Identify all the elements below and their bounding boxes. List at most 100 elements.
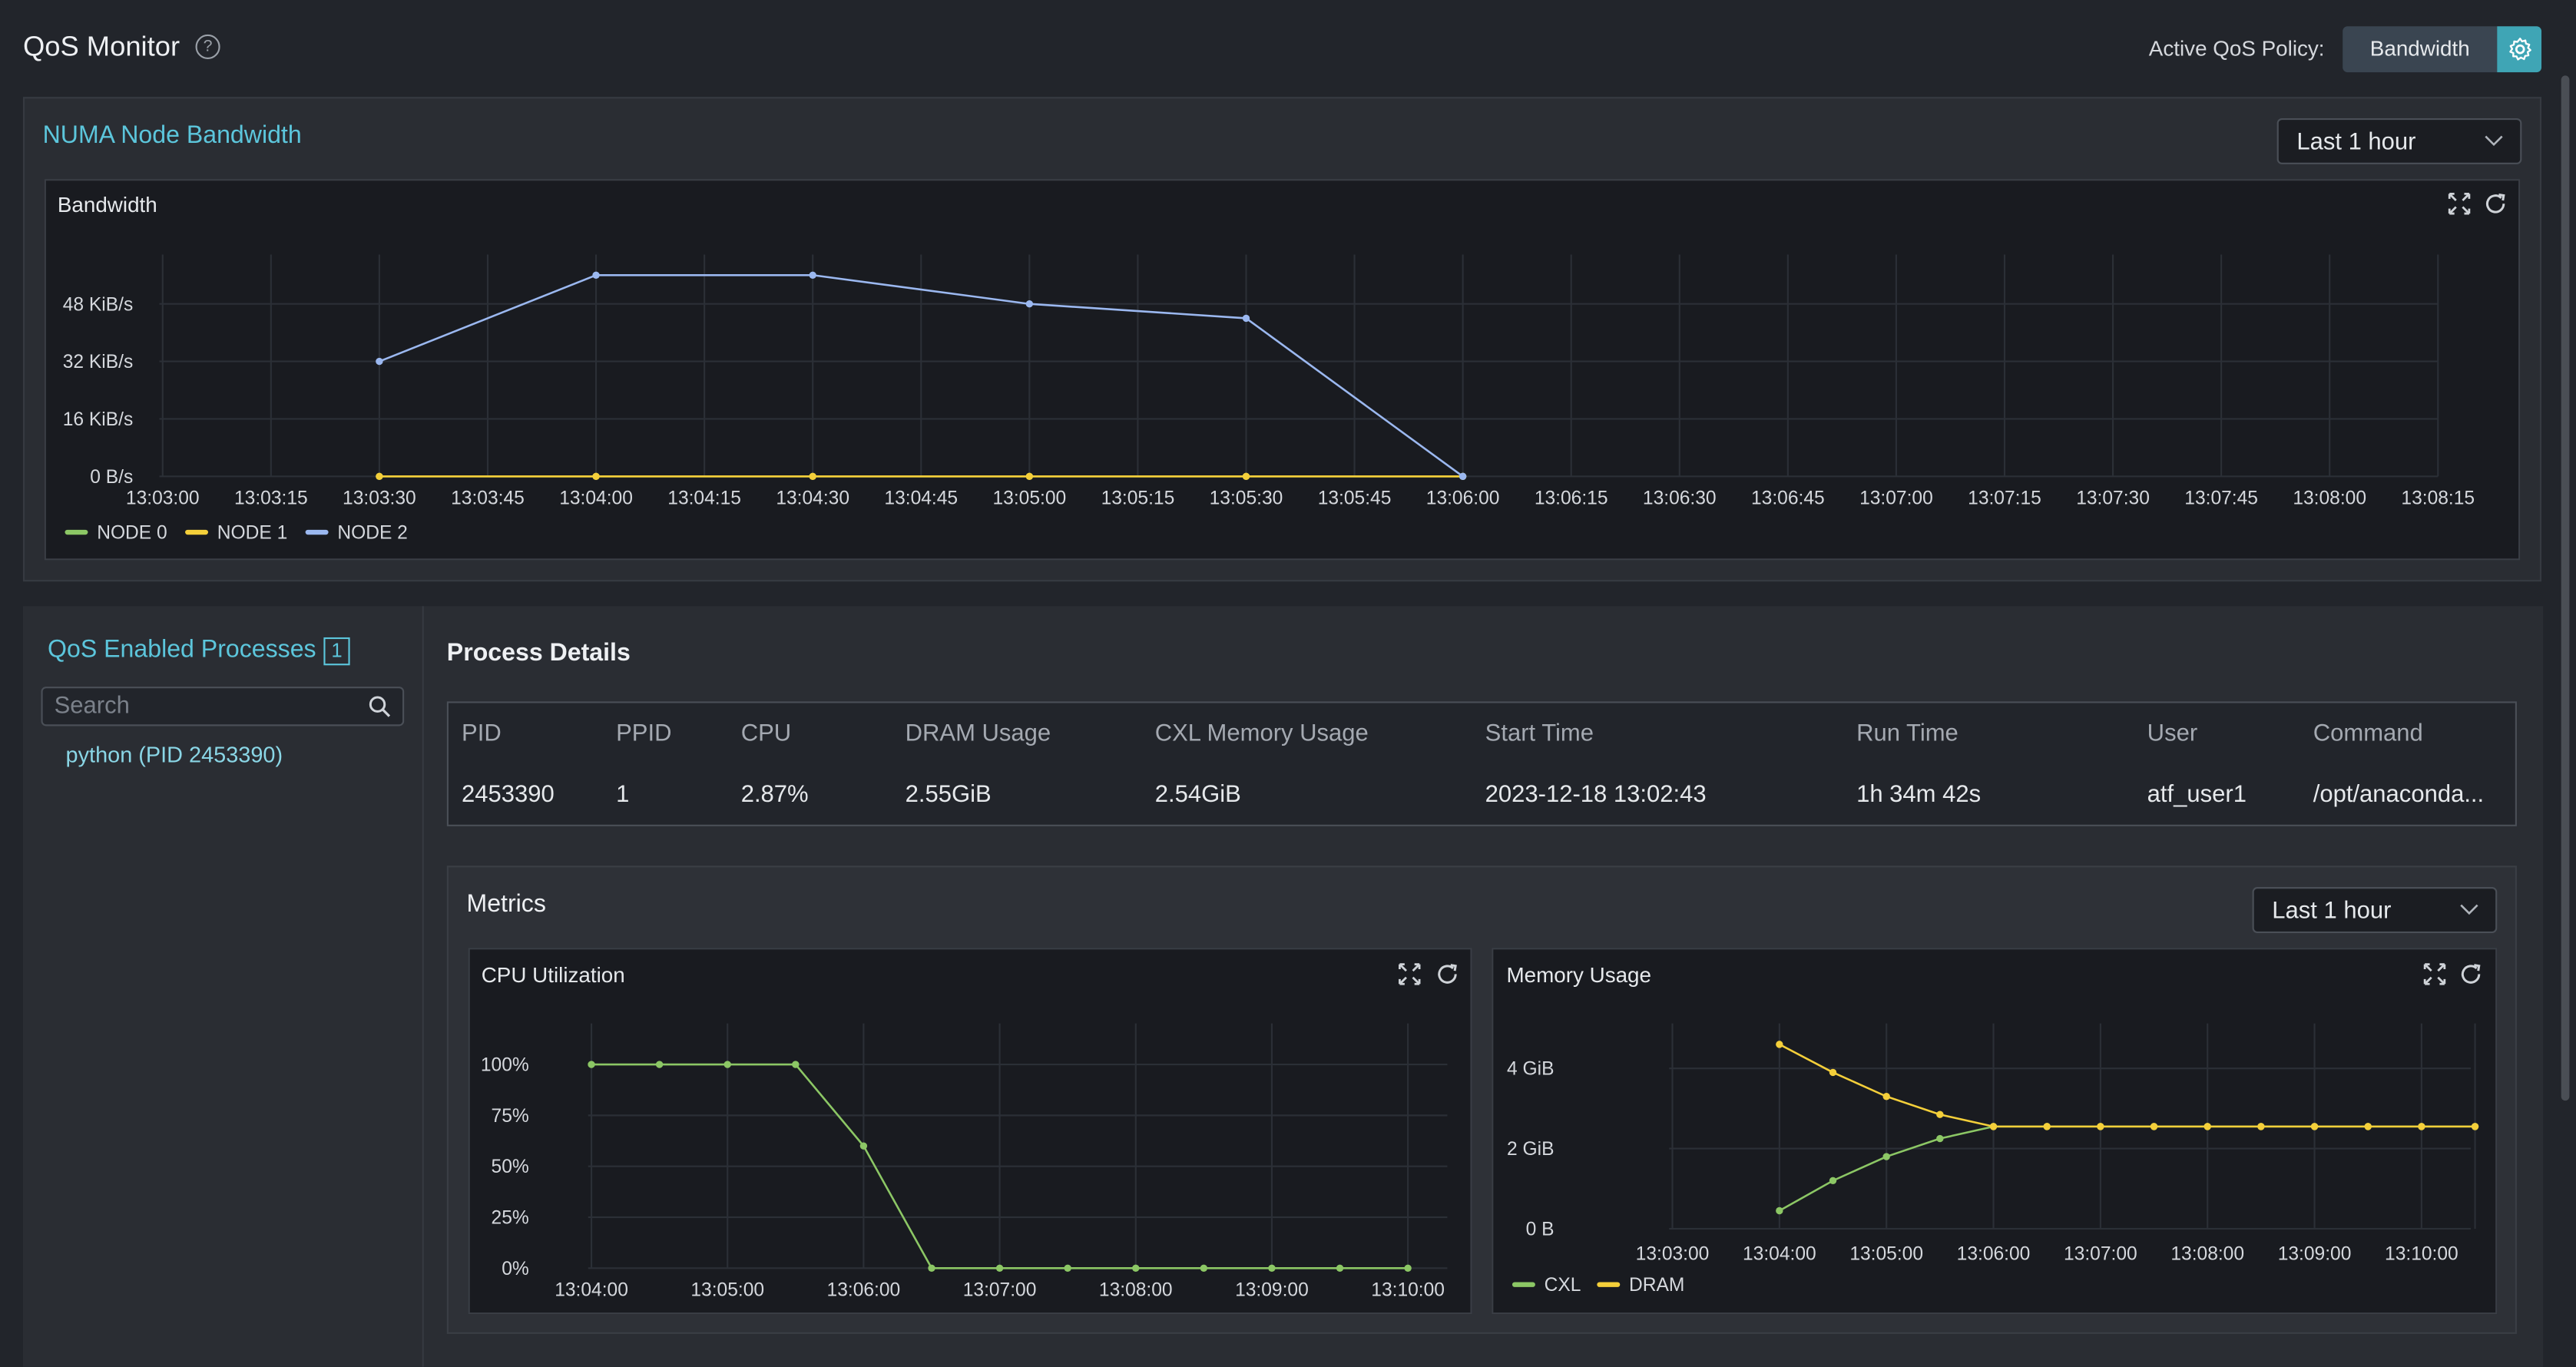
x-tick-label: 13:04:00 — [555, 1280, 628, 1301]
data-point — [859, 1142, 868, 1150]
x-tick-label: 13:07:15 — [1968, 488, 2041, 509]
search-input[interactable] — [54, 691, 359, 722]
help-icon[interactable]: ? — [195, 34, 220, 60]
search-box — [41, 687, 405, 727]
x-tick-label: 13:06:15 — [1535, 488, 1608, 509]
data-point — [995, 1264, 1004, 1273]
data-point — [1829, 1177, 1837, 1185]
page-title: QoS Monitor — [22, 31, 180, 63]
x-tick-label: 13:08:00 — [2170, 1244, 2244, 1265]
table-cell: 1h 34m 42s — [1856, 782, 1982, 809]
process-details-table: PID PPID CPU DRAM Usage CXL Memory Usage… — [446, 701, 2517, 826]
x-tick-label: 13:07:00 — [963, 1280, 1037, 1301]
x-tick-label: 13:04:00 — [1743, 1244, 1816, 1265]
data-point — [588, 1061, 595, 1068]
series-line — [379, 273, 1464, 478]
x-tick-label: 13:08:15 — [2401, 488, 2475, 509]
x-tick-label: 13:05:30 — [1210, 488, 1283, 509]
column-header: User — [2147, 721, 2198, 748]
table-cell: 2453390 — [462, 782, 555, 809]
x-tick-label: 13:10:00 — [2385, 1244, 2458, 1265]
bandwidth-chart — [44, 179, 2521, 561]
settings-button[interactable] — [2497, 26, 2542, 73]
bandwidth-plot: 0 B/s 16 KiB/s 32 KiB/s 48 KiB/s 13:03:00 13:… — [63, 254, 2475, 544]
data-point — [376, 357, 383, 366]
data-point — [1459, 472, 1467, 481]
column-header: CPU — [740, 721, 792, 748]
x-tick-label: 13:10:00 — [1371, 1280, 1445, 1301]
data-point — [809, 271, 816, 279]
expand-icon[interactable] — [1398, 962, 1421, 985]
refresh-icon[interactable] — [2484, 192, 2507, 215]
data-point — [1404, 1264, 1412, 1273]
cpu-chart — [468, 948, 1472, 1315]
y-tick-label: 2 GiB — [1507, 1139, 1554, 1160]
x-tick-label: 13:03:45 — [451, 488, 525, 509]
data-point — [1025, 472, 1034, 481]
x-tick-label: 13:04:30 — [776, 488, 849, 509]
data-point — [1776, 1206, 1783, 1215]
page-scrollbar[interactable] — [2561, 75, 2570, 1101]
y-tick-label: 4 GiB — [1507, 1059, 1554, 1080]
y-tick-label: 32 KiB/s — [63, 352, 134, 372]
data-point — [1936, 1110, 1944, 1118]
table-cell: 2023-12-18 13:02:43 — [1485, 782, 1707, 809]
series-line — [1779, 1043, 2475, 1128]
data-point — [2150, 1123, 2158, 1130]
data-point — [809, 472, 816, 481]
y-tick-label: 100% — [481, 1055, 529, 1076]
x-tick-label: 13:08:00 — [2293, 488, 2366, 509]
x-tick-label: 13:06:00 — [827, 1280, 901, 1301]
x-tick-label: 13:07:45 — [2184, 488, 2258, 509]
policy-label: Active QoS Policy: — [2148, 36, 2325, 61]
column-header: PPID — [616, 721, 672, 748]
bandwidth-range-select[interactable]: Last 1 hour — [2276, 118, 2522, 164]
column-header: Start Time — [1485, 721, 1594, 748]
y-tick-label: 50% — [492, 1157, 529, 1177]
x-tick-label: 13:06:45 — [1751, 488, 1825, 509]
x-tick-label: 13:03:15 — [234, 488, 308, 509]
data-point — [2257, 1123, 2265, 1130]
column-header: Run Time — [1856, 721, 1958, 748]
data-point — [1025, 300, 1034, 308]
legend-label: NODE 2 — [337, 523, 408, 544]
x-tick-label: 13:06:00 — [1957, 1244, 2031, 1265]
y-tick-label: 25% — [492, 1208, 529, 1229]
x-tick-label: 13:09:00 — [2278, 1244, 2352, 1265]
x-tick-label: 13:07:00 — [2064, 1244, 2137, 1265]
search-icon[interactable] — [368, 695, 391, 718]
x-tick-label: 13:03:00 — [1636, 1244, 1710, 1265]
metrics-title: Metrics — [466, 890, 546, 919]
table-cell: 2.55GiB — [905, 782, 992, 809]
x-tick-label: 13:05:45 — [1318, 488, 1392, 509]
cpu-chart-title: CPU Utilization — [481, 962, 625, 988]
data-point — [592, 271, 600, 279]
gear-icon — [2509, 38, 2531, 61]
cpu-plot: 0% 25% 50% 75% 100% 13:04:00 13:05:00 13:06:00 1… — [481, 1023, 1448, 1301]
data-point — [2310, 1123, 2319, 1130]
data-point — [1200, 1264, 1208, 1273]
memory-chart — [1492, 948, 2498, 1315]
data-point — [1242, 472, 1250, 481]
data-point — [928, 1264, 935, 1273]
data-point — [2418, 1123, 2425, 1130]
x-tick-label: 13:06:00 — [1426, 488, 1500, 509]
metrics-range-select[interactable]: Last 1 hour — [2252, 887, 2498, 933]
y-tick-label: 16 KiB/s — [63, 409, 134, 430]
data-point — [592, 472, 600, 481]
data-point — [1882, 1153, 1890, 1160]
process-list-item[interactable]: python (PID 2453390) — [65, 742, 283, 767]
refresh-icon[interactable] — [1435, 962, 1459, 985]
policy-value[interactable]: Bandwidth — [2343, 26, 2498, 73]
refresh-icon[interactable] — [2459, 962, 2482, 985]
expand-icon[interactable] — [2423, 962, 2446, 985]
series-line — [1779, 1125, 2475, 1212]
x-tick-label: 13:06:30 — [1643, 488, 1717, 509]
x-tick-label: 13:04:15 — [667, 488, 741, 509]
details-title: Process Details — [446, 639, 631, 667]
x-tick-label: 13:04:00 — [559, 488, 633, 509]
data-point — [1132, 1264, 1140, 1273]
expand-icon[interactable] — [2448, 192, 2471, 215]
y-tick-label: 0 B/s — [90, 467, 133, 488]
x-tick-label: 13:03:30 — [343, 488, 416, 509]
